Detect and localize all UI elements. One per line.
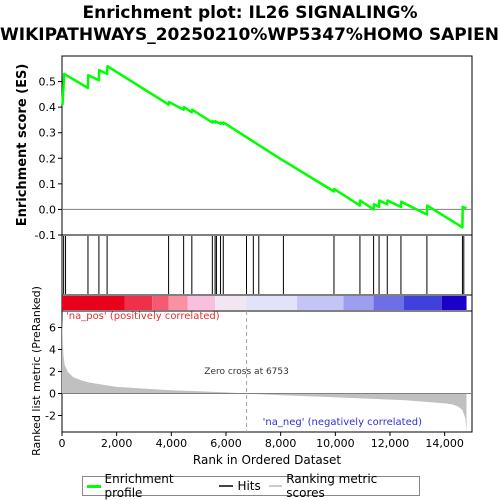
es-tick-label: 0.0 <box>39 203 57 216</box>
heatmap-segment <box>215 296 247 310</box>
na-neg-label: 'na_neg' (negatively correlated) <box>263 417 422 428</box>
heatmap-segment <box>187 296 216 310</box>
zero-cross-label: Zero cross at 6753 <box>204 367 289 377</box>
x-axis-label: Rank in Ordered Dataset <box>193 453 341 467</box>
es-axis-label: Enrichment score (ES) <box>15 64 30 227</box>
heatmap-segment <box>246 296 298 310</box>
x-tick-label: 10,000 <box>316 437 355 450</box>
x-tick-label: 12,000 <box>371 437 410 450</box>
legend-hits: Hits <box>219 479 261 493</box>
chart-legend: Enrichment profile Hits Ranking metric s… <box>82 472 420 500</box>
legend-hits-label: Hits <box>237 479 261 493</box>
legend-enrichment-swatch <box>87 484 101 488</box>
heatmap-segment <box>62 296 125 310</box>
hits-panel <box>61 234 473 296</box>
enrichment-profile-line <box>61 64 467 229</box>
heatmap-segment <box>152 296 169 310</box>
na-pos-label: 'na_pos' (positively correlated) <box>66 311 220 322</box>
es-tick-label: 0.4 <box>39 101 57 114</box>
x-tick-label: 0 <box>59 437 66 450</box>
legend-hits-swatch <box>219 485 234 487</box>
rank-tick-label: 0 <box>49 388 56 401</box>
rank-panel <box>61 310 473 433</box>
chart-title-line-2: WIKIPATHWAYS_20250210%WP5347%HOMO SAPIEN… <box>0 25 500 45</box>
rank-tick-label: -2 <box>45 410 56 423</box>
legend-ranking-metric: Ranking metric scores <box>268 472 415 500</box>
heatmap-segment <box>297 296 344 310</box>
heatmap-segment <box>441 296 467 310</box>
x-tick-label: 2,000 <box>101 437 133 450</box>
rank-tick-label: 4 <box>49 344 56 357</box>
es-tick-label: 0.2 <box>39 152 57 165</box>
legend-ranking-label: Ranking metric scores <box>286 472 378 500</box>
x-tick-label: 14,000 <box>425 437 464 450</box>
rank-tick-label: 6 <box>49 322 56 335</box>
x-tick-label: 6,000 <box>210 437 242 450</box>
legend-enrichment-label: Enrichment profile <box>104 472 174 500</box>
heatmap-segment <box>403 296 442 310</box>
es-tick-label: 0.5 <box>39 76 57 89</box>
chart-title-line-1: Enrichment plot: IL26 SIGNALING% <box>82 3 418 23</box>
rank-axis-label: Ranked list metric (PreRanked) <box>30 286 43 456</box>
es-panel <box>61 55 473 236</box>
es-tick-label: -0.1 <box>35 229 56 242</box>
x-tick-label: 4,000 <box>156 437 188 450</box>
heatmap-segment <box>124 296 153 310</box>
es-tick-label: 0.1 <box>39 178 57 191</box>
legend-ranking-swatch <box>268 485 283 487</box>
x-tick-label: 8,000 <box>265 437 297 450</box>
es-tick-label: 0.3 <box>39 127 57 140</box>
heatmap-segment <box>168 296 188 310</box>
heatmap-segment <box>343 296 374 310</box>
heatmap-segment <box>373 296 404 310</box>
legend-enrichment-profile: Enrichment profile <box>87 472 211 500</box>
rank-tick-label: 2 <box>49 366 56 379</box>
